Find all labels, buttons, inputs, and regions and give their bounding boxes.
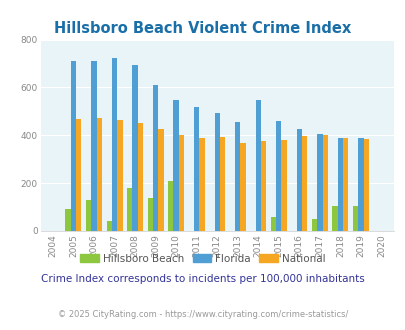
Bar — [296, 129, 301, 231]
Bar — [91, 61, 96, 231]
Bar — [275, 121, 281, 231]
Bar — [158, 129, 163, 231]
Bar — [332, 206, 337, 231]
Bar — [322, 135, 327, 231]
Bar — [168, 181, 173, 231]
Bar — [127, 188, 132, 231]
Bar — [260, 141, 266, 231]
Bar — [76, 119, 81, 231]
Bar — [199, 138, 204, 231]
Bar — [337, 138, 342, 231]
Bar — [270, 217, 275, 231]
Bar — [281, 140, 286, 231]
Bar — [65, 210, 70, 231]
Bar — [117, 119, 122, 231]
Bar — [112, 57, 117, 231]
Legend: Hillsboro Beach, Florida, National: Hillsboro Beach, Florida, National — [76, 249, 329, 268]
Bar — [96, 118, 102, 231]
Bar — [255, 100, 260, 231]
Bar — [214, 113, 220, 231]
Text: Hillsboro Beach Violent Crime Index: Hillsboro Beach Violent Crime Index — [54, 21, 351, 36]
Bar — [316, 134, 322, 231]
Bar — [86, 200, 91, 231]
Bar — [106, 221, 112, 231]
Bar — [301, 136, 307, 231]
Bar — [173, 100, 178, 231]
Text: © 2025 CityRating.com - https://www.cityrating.com/crime-statistics/: © 2025 CityRating.com - https://www.city… — [58, 310, 347, 319]
Bar — [363, 139, 368, 231]
Bar — [240, 143, 245, 231]
Bar — [70, 61, 76, 231]
Bar — [234, 122, 240, 231]
Bar — [153, 84, 158, 231]
Bar — [342, 138, 347, 231]
Bar — [311, 219, 316, 231]
Bar — [220, 138, 225, 231]
Bar — [194, 107, 199, 231]
Text: Crime Index corresponds to incidents per 100,000 inhabitants: Crime Index corresponds to incidents per… — [41, 274, 364, 284]
Bar — [352, 206, 357, 231]
Bar — [137, 123, 143, 231]
Bar — [178, 135, 184, 231]
Bar — [357, 138, 363, 231]
Bar — [147, 197, 153, 231]
Bar — [132, 65, 137, 231]
